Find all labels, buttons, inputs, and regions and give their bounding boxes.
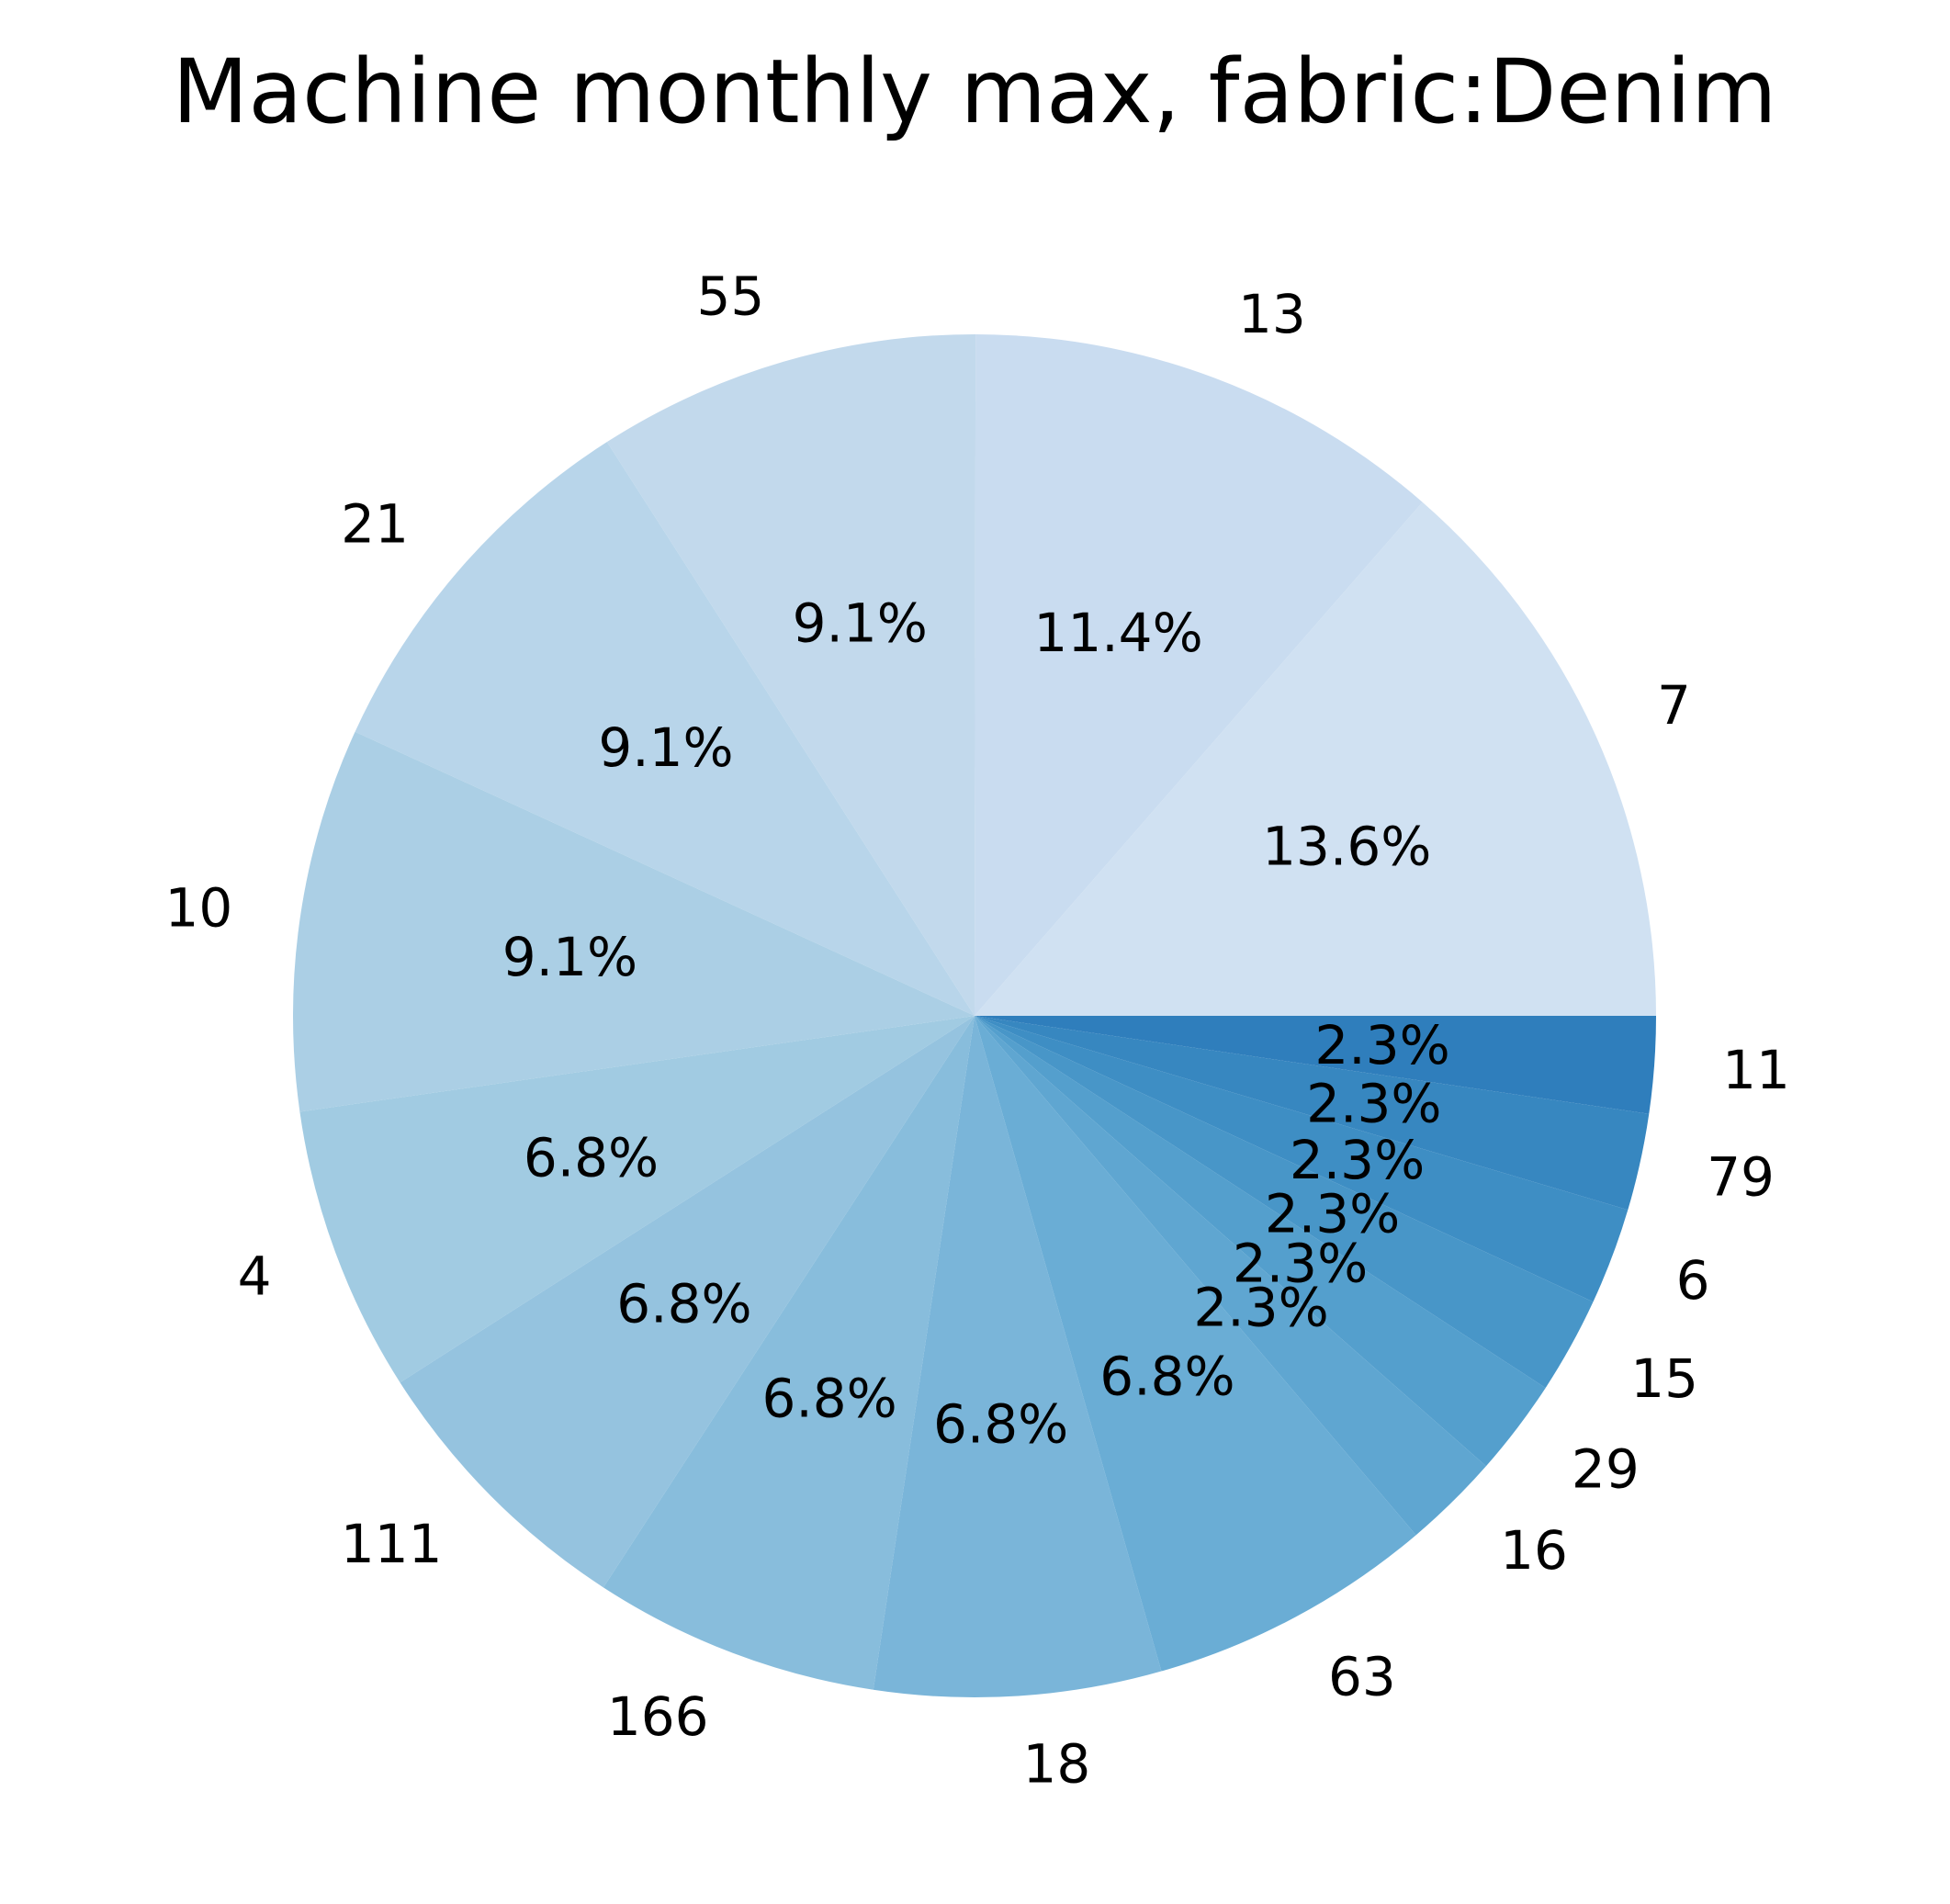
slice-label: 21: [341, 493, 409, 556]
slice-percent-label: 13.6%: [1262, 816, 1431, 878]
pie-slice-13: [975, 334, 1423, 1016]
slice-percent-label: 2.3%: [1233, 1232, 1368, 1294]
slice-percent-label: 9.1%: [598, 716, 733, 779]
slice-label: 18: [1022, 1733, 1090, 1796]
slice-percent-label: 9.1%: [793, 592, 928, 655]
slice-label: 15: [1630, 1347, 1698, 1410]
pie-slice-10: [292, 731, 975, 1112]
pie-slice-55: [606, 334, 976, 1017]
pie-slice-63: [975, 1016, 1416, 1672]
slice-label: 29: [1572, 1438, 1640, 1501]
pie-slice-11: [975, 1016, 1656, 1114]
slice-percent-label: 6.8%: [616, 1273, 751, 1335]
pie-slice-16: [975, 1016, 1486, 1536]
pie-slice-111: [400, 1016, 975, 1588]
pie-slice-6: [975, 1016, 1629, 1302]
slice-label: 63: [1328, 1646, 1396, 1708]
slice-percent-label: 6.8%: [761, 1367, 896, 1429]
pie-slice-15: [975, 1016, 1594, 1389]
pie-slice-79: [975, 1016, 1650, 1211]
slice-label: 11: [1722, 1039, 1790, 1101]
slice-percent-label: 2.3%: [1265, 1183, 1400, 1245]
slice-percent-label: 11.4%: [1033, 602, 1202, 664]
slice-label: 10: [164, 877, 232, 940]
slice-percent-label: 6.8%: [933, 1392, 1068, 1455]
chart-title: Machine monthly max, fabric:Denim: [173, 40, 1777, 143]
slice-label: 55: [696, 265, 764, 328]
percent-labels: 13.6%11.4%9.1%9.1%9.1%6.8%6.8%6.8% 6.8%6.…: [502, 592, 1450, 1456]
slice-label: 16: [1500, 1519, 1568, 1582]
slice-label: 111: [341, 1513, 443, 1575]
slice-percent-label: 2.3%: [1314, 1014, 1449, 1076]
slice-label: 79: [1707, 1145, 1775, 1208]
pie-slices: [292, 334, 1656, 1698]
slice-percent-label: 2.3%: [1193, 1277, 1328, 1339]
pie-slice-18: [873, 1016, 1162, 1698]
pie-slice-166: [603, 1016, 975, 1690]
slice-percent-label: 6.8%: [1099, 1346, 1234, 1408]
slice-label: 6: [1676, 1249, 1710, 1312]
slice-label: 7: [1657, 674, 1691, 737]
slice-label: 13: [1238, 283, 1306, 345]
pie-slice-21: [355, 442, 975, 1016]
pie-slice-29: [975, 1016, 1546, 1467]
slice-percent-label: 9.1%: [502, 926, 637, 988]
slice-percent-label: 2.3%: [1290, 1129, 1425, 1191]
pie-slice-7: [975, 501, 1656, 1016]
slice-label: 166: [607, 1685, 709, 1748]
slice-percent-label: 6.8%: [524, 1127, 659, 1189]
pie-slice-4: [299, 1016, 975, 1383]
slice-label: 4: [238, 1245, 272, 1307]
slice-percent-label: 2.3%: [1306, 1073, 1441, 1135]
